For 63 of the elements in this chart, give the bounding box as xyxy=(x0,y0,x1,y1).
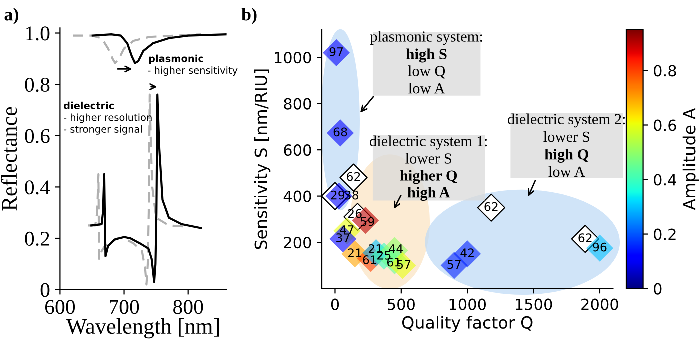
y-tick-label: 400 xyxy=(284,190,312,202)
annotation: 62 xyxy=(578,234,592,243)
annotation: 44 xyxy=(389,244,403,254)
x-tick-label: 600 xyxy=(45,300,76,314)
annotation: dielectric xyxy=(64,102,114,110)
annotation: higher Q xyxy=(400,170,458,184)
annotation: 42 xyxy=(460,248,474,258)
y-tick-label: 800 xyxy=(284,98,312,110)
x-tick-label: 0 xyxy=(331,298,340,310)
y-tick-label: 0.2 xyxy=(25,232,50,246)
y-tick-label: 0.4 xyxy=(25,180,50,195)
x-tick-label: 500 xyxy=(388,298,415,310)
annotation: 57 xyxy=(448,260,461,270)
color-bar-title: Amplitude A xyxy=(682,108,700,210)
x-tick-label: 800 xyxy=(174,300,204,314)
color-bar-label: 0.2 xyxy=(654,228,676,240)
annotation: 29 xyxy=(331,190,345,200)
annotation: - higher resolution xyxy=(64,114,152,124)
annotation: 68 xyxy=(334,128,348,137)
annotation: plasmonic system: xyxy=(370,31,482,46)
annotation: high S xyxy=(406,48,447,63)
y-tick-label: 0.8 xyxy=(25,78,50,92)
color-bar-label: 0 xyxy=(654,283,662,295)
x-tick-label: 1000 xyxy=(450,298,486,310)
y-tick-label: 0.6 xyxy=(25,129,50,144)
chart-title: a) xyxy=(4,8,18,24)
line-series xyxy=(92,33,227,64)
annotation: dielectric system 2: xyxy=(508,114,626,128)
annotation: 59 xyxy=(361,217,374,226)
x-tick-label: 1500 xyxy=(516,298,552,310)
annotation: - higher sensitivity xyxy=(148,66,238,76)
color-bar-label: 0.6 xyxy=(654,120,676,132)
x-axis-title: Quality factor Q xyxy=(402,316,533,332)
annotation: plasmonic xyxy=(149,54,204,64)
annotation: low Q xyxy=(408,66,446,79)
annotation: 37 xyxy=(336,234,350,243)
annotation: dielectric system 1: xyxy=(370,136,488,150)
annotation: low A xyxy=(408,82,446,94)
annotation: lower S xyxy=(406,153,452,164)
annotation: low A xyxy=(548,166,586,178)
y-axis-title: Sensitivity S [nm/RIU] xyxy=(254,70,271,250)
x-tick-label: 2000 xyxy=(582,298,618,310)
annotation: high A xyxy=(408,187,450,202)
line-series xyxy=(72,33,202,64)
y-tick-label: 1.0 xyxy=(26,26,50,41)
color-bar-label: 0.4 xyxy=(654,174,676,186)
annotation: 97 xyxy=(330,47,344,56)
y-axis-title: Reflectance xyxy=(1,107,18,211)
y-tick-label: 1000 xyxy=(275,52,312,64)
annotation: high Q xyxy=(544,148,589,163)
annotation: 62 xyxy=(347,172,360,182)
x-tick-label: 700 xyxy=(110,300,140,314)
annotation: 62 xyxy=(484,202,498,212)
y-tick-label: 600 xyxy=(284,144,312,156)
chart-title: b) xyxy=(242,8,257,24)
y-tick-label: 200 xyxy=(284,237,312,249)
y-tick-label: 0 xyxy=(40,283,50,298)
annotation: 96 xyxy=(593,242,607,252)
annotation: - stronger signal xyxy=(64,125,142,135)
annotation: 21 xyxy=(348,248,362,258)
color-bar-label: 0.8 xyxy=(654,65,676,77)
annotation: lower S xyxy=(544,131,590,142)
x-axis-title: Wavelength [nm] xyxy=(66,318,220,339)
